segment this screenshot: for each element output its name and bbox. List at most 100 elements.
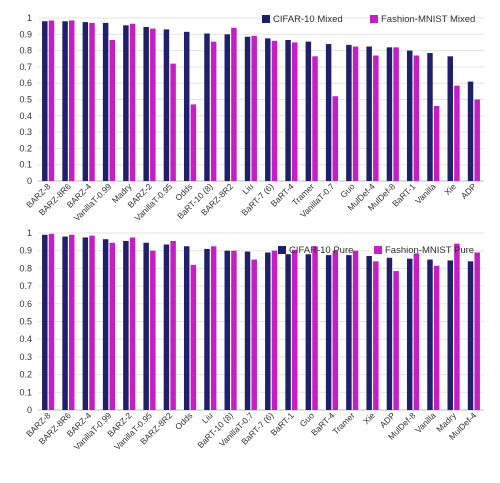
- y-tick-label: 0.5: [19, 317, 32, 327]
- bar: [123, 240, 129, 410]
- bar: [393, 271, 399, 410]
- bar: [413, 55, 420, 181]
- y-tick-label: 0.4: [19, 111, 32, 121]
- y-tick-label: 0.1: [19, 160, 32, 170]
- bar: [265, 252, 271, 410]
- bar: [433, 265, 440, 410]
- bar: [251, 35, 257, 182]
- bar: [89, 235, 95, 410]
- x-tick-label: BaRT-4: [268, 181, 296, 209]
- bar: [204, 248, 210, 410]
- bar: [305, 41, 312, 182]
- bar: [447, 56, 453, 181]
- y-tick-label: 0.6: [19, 299, 32, 309]
- legend-swatch: [374, 246, 382, 254]
- bar: [62, 21, 68, 182]
- bar: [224, 250, 230, 410]
- x-tick-label: Vanilla: [413, 181, 438, 206]
- bar: [109, 40, 116, 181]
- legend: CIFAR-10 Mixed Fashion-MNIST Mixed: [262, 14, 475, 25]
- bar: [190, 264, 197, 410]
- bar: [183, 31, 190, 182]
- y-tick-label: 0.8: [19, 263, 32, 273]
- legend-label: Fashion-MNIST Pure: [385, 245, 474, 256]
- bar: [89, 22, 95, 181]
- bar: [433, 106, 440, 181]
- x-tick-label: Tramer: [330, 410, 356, 436]
- bar: [346, 44, 352, 181]
- bar: [454, 243, 460, 410]
- x-tick-label: BaRT-4: [309, 410, 337, 438]
- bar: [271, 250, 278, 410]
- bar: [150, 250, 156, 410]
- bar: [393, 47, 399, 182]
- bar: [244, 36, 251, 182]
- bar: [48, 233, 55, 410]
- bar: [163, 29, 170, 181]
- x-tick-label: Odds: [173, 410, 194, 431]
- legend-swatch: [262, 15, 270, 23]
- y-tick-label: 0.7: [19, 62, 32, 72]
- bar: [467, 81, 474, 181]
- legend: CIFAR-10 Pure Fashion-MNIST Pure: [278, 245, 474, 256]
- bar: [332, 96, 339, 181]
- bar: [143, 242, 149, 410]
- bar: [292, 42, 298, 182]
- legend-label: Fashion-MNIST Mixed: [381, 14, 475, 25]
- bar: [231, 27, 237, 182]
- bar: [42, 21, 48, 182]
- bar: [129, 237, 136, 410]
- y-tick-label: 0.6: [19, 78, 32, 88]
- x-tick-label: Xie: [442, 181, 458, 197]
- x-tick-label: Vanilla: [413, 410, 438, 435]
- y-tick-label: 0.9: [19, 29, 32, 39]
- y-tick-label: 1: [27, 13, 32, 23]
- bar: [82, 22, 89, 182]
- bar: [325, 44, 332, 181]
- bar: [102, 22, 109, 181]
- bar: [82, 237, 89, 410]
- bar: [244, 251, 251, 410]
- bar: [325, 255, 332, 410]
- x-tick-label: Liu: [240, 181, 255, 196]
- bar: [413, 253, 420, 410]
- bar: [204, 33, 210, 181]
- legend-swatch: [370, 15, 378, 23]
- bar: [183, 246, 190, 410]
- legend-label: CIFAR-10 Mixed: [273, 14, 343, 25]
- bar: [352, 46, 359, 182]
- bar: [265, 38, 271, 181]
- bar: [305, 254, 312, 410]
- bar: [366, 256, 372, 410]
- bar: [352, 250, 359, 410]
- bar: [102, 239, 109, 410]
- bar: [346, 255, 352, 410]
- x-tick-label: ADP: [459, 181, 479, 201]
- bar: [406, 50, 413, 181]
- y-tick-label: 0: [27, 176, 32, 186]
- legend-swatch: [278, 246, 286, 254]
- bar: [312, 56, 318, 181]
- x-tick-label: Xie: [361, 410, 377, 426]
- bar: [123, 25, 129, 182]
- bar: [251, 259, 257, 410]
- chart-pure: 00.10.20.30.40.50.60.70.80.91BARZ-8BARZ-…: [19, 228, 484, 452]
- bar: [332, 250, 339, 410]
- y-tick-label: 1: [27, 228, 32, 238]
- y-tick-label: 0.1: [19, 387, 32, 397]
- bar: [190, 104, 197, 181]
- bar: [210, 41, 217, 182]
- bar: [386, 257, 393, 410]
- y-tick-label: 0.5: [19, 95, 32, 105]
- bar: [386, 47, 393, 182]
- y-tick-label: 0.3: [19, 127, 32, 137]
- y-tick-label: 0.8: [19, 46, 32, 56]
- bar: [69, 234, 75, 410]
- bar: [467, 261, 474, 410]
- x-tick-label: Liu: [200, 410, 215, 425]
- bar: [224, 34, 230, 181]
- bar: [285, 254, 291, 410]
- bar: [373, 55, 379, 181]
- bar: [170, 63, 176, 181]
